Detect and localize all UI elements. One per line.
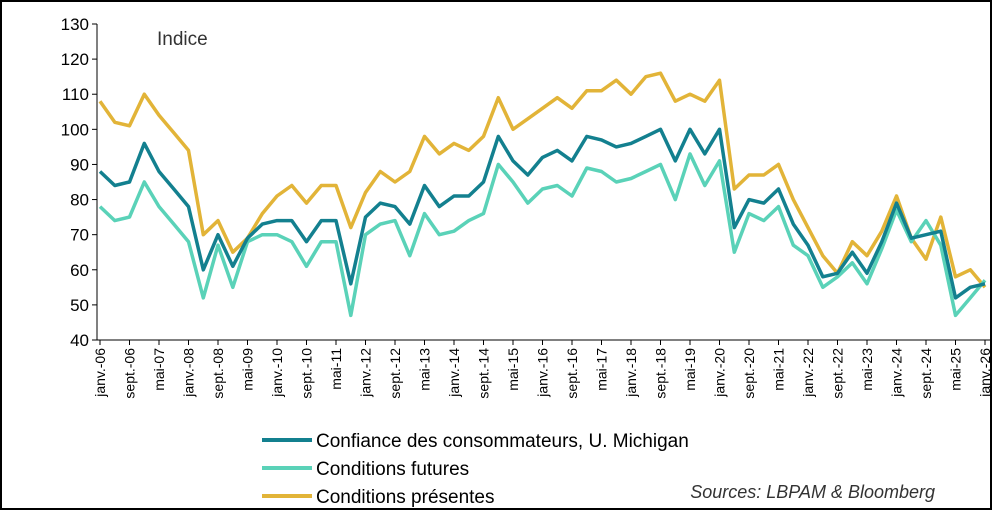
x-tick-label: sept.-12 bbox=[387, 348, 403, 399]
y-tick-label: 40 bbox=[70, 331, 89, 350]
x-tick-label: janv.-14 bbox=[446, 348, 462, 398]
x-tick-label: sept.-08 bbox=[210, 348, 226, 399]
x-tick-label: janv.-08 bbox=[181, 348, 197, 398]
legend-label: Confiance des consommateurs, U. Michigan bbox=[316, 431, 689, 452]
x-tick-label: janv.-24 bbox=[889, 348, 905, 398]
x-tick-label: sept.-20 bbox=[741, 348, 757, 399]
x-tick-label: mai-17 bbox=[594, 348, 610, 391]
y-tick-label: 110 bbox=[62, 85, 89, 104]
x-tick-label: janv.-22 bbox=[800, 348, 816, 398]
x-tick-label: janv.-18 bbox=[623, 348, 639, 398]
source: Sources: LBPAM & Bloomberg bbox=[690, 482, 935, 502]
x-tick-label: sept.-22 bbox=[830, 348, 846, 399]
annotation: Indice bbox=[157, 29, 208, 50]
x-tick-label: mai-15 bbox=[505, 348, 521, 391]
y-tick-label: 100 bbox=[61, 120, 89, 139]
x-tick-label: mai-11 bbox=[328, 348, 344, 390]
x-tick-label: mai-25 bbox=[948, 348, 964, 391]
series-line bbox=[98, 127, 986, 300]
x-tick-label: janv.-10 bbox=[269, 348, 285, 398]
x-tick-label: janv.-06 bbox=[92, 348, 108, 398]
series-line bbox=[98, 152, 987, 318]
legend-label: Conditions futures bbox=[316, 459, 469, 480]
y-tick-label: 60 bbox=[70, 261, 89, 280]
x-tick-label: janv.-20 bbox=[712, 348, 728, 398]
x-tick-label: sept.-18 bbox=[653, 348, 669, 399]
y-tick-label: 130 bbox=[61, 15, 89, 34]
x-tick-label: mai-23 bbox=[859, 348, 875, 391]
x-tick-label: mai-13 bbox=[417, 348, 433, 391]
x-tick-label: sept.-16 bbox=[564, 348, 580, 399]
x-tick-label: mai-19 bbox=[682, 348, 698, 391]
x-tick-label: janv.-12 bbox=[358, 348, 374, 398]
y-tick-label: 70 bbox=[70, 226, 89, 245]
y-tick-label: 80 bbox=[70, 191, 89, 210]
x-tick-label: mai-09 bbox=[240, 348, 256, 391]
x-tick-label: sept.-24 bbox=[918, 348, 934, 399]
x-tick-label: janv.-26 bbox=[977, 348, 992, 398]
y-tick-label: 90 bbox=[70, 155, 89, 174]
x-tick-label: sept.-10 bbox=[299, 348, 315, 399]
x-tick-label: janv.-16 bbox=[535, 348, 551, 398]
y-tick-label: 50 bbox=[70, 296, 89, 315]
y-tick-label: 120 bbox=[61, 50, 89, 69]
x-tick-label: mai-21 bbox=[771, 348, 787, 391]
x-tick-label: sept.-14 bbox=[476, 348, 492, 399]
x-tick-label: sept.-06 bbox=[122, 348, 138, 399]
legend-label: Conditions présentes bbox=[316, 487, 495, 508]
x-tick-label: mai-07 bbox=[151, 348, 167, 391]
